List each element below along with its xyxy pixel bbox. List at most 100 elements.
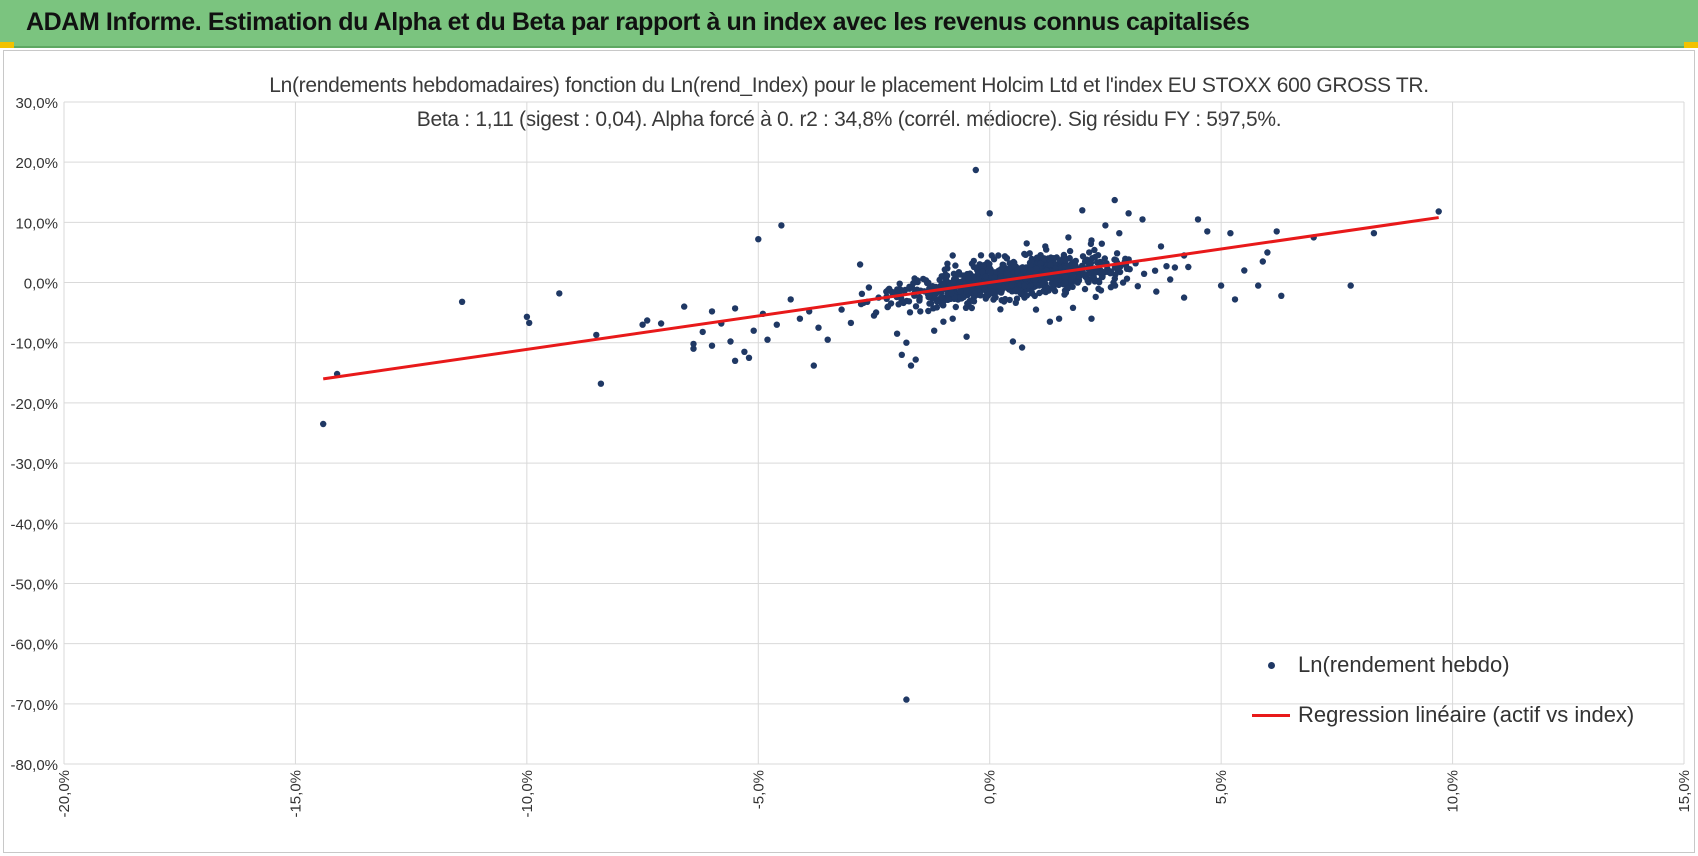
data-point <box>1151 267 1159 274</box>
y-tick-label: 30,0% <box>15 95 58 112</box>
legend-line-symbol <box>1250 713 1292 717</box>
data-point <box>1013 295 1021 302</box>
data-point <box>1092 253 1099 261</box>
data-point <box>815 324 822 331</box>
y-tick-label: -20,0% <box>10 396 58 413</box>
data-point <box>933 298 941 305</box>
data-point <box>917 308 924 315</box>
grid-lines <box>63 101 1685 765</box>
data-point <box>965 275 972 282</box>
data-point <box>639 321 646 328</box>
data-point <box>1180 294 1188 301</box>
legend-item-regression: Regression linéaire (actif vs index) <box>1250 690 1634 740</box>
data-point <box>988 252 995 259</box>
data-point <box>1085 270 1092 277</box>
data-point <box>1171 264 1179 271</box>
data-point <box>778 222 785 229</box>
data-points <box>320 166 1442 703</box>
data-point <box>926 292 933 299</box>
data-point <box>971 293 978 300</box>
data-point <box>905 298 913 305</box>
y-tick-label: -80,0% <box>10 757 58 774</box>
data-point <box>940 318 947 325</box>
data-point <box>708 308 716 315</box>
data-point <box>644 317 651 324</box>
data-point <box>970 257 977 265</box>
data-point <box>1062 273 1069 281</box>
data-point <box>1435 208 1442 215</box>
data-point <box>856 261 864 268</box>
data-point <box>1122 255 1129 262</box>
data-point <box>1012 286 1019 294</box>
data-point <box>907 362 915 369</box>
data-point <box>858 290 866 297</box>
data-point <box>977 252 985 259</box>
data-point <box>1079 207 1086 214</box>
data-point <box>898 351 905 358</box>
legend-item-points: Ln(rendement hebdo) <box>1250 640 1634 690</box>
data-point <box>320 420 327 428</box>
data-point <box>998 289 1005 296</box>
data-point <box>986 210 993 217</box>
data-point <box>1046 318 1054 325</box>
data-point <box>1273 228 1280 235</box>
data-point <box>1061 279 1069 286</box>
data-point <box>1040 255 1048 262</box>
x-tick-label: -10,0% <box>519 770 536 818</box>
data-point <box>1086 249 1093 256</box>
data-point <box>690 340 697 348</box>
data-point <box>1009 338 1017 345</box>
data-point <box>1102 222 1109 229</box>
data-point <box>1018 344 1026 351</box>
data-point <box>731 357 739 364</box>
data-point <box>1071 262 1079 269</box>
data-point <box>963 288 970 295</box>
data-point <box>906 285 913 292</box>
data-point <box>903 339 910 346</box>
data-point <box>1023 240 1030 247</box>
legend-label-points: Ln(rendement hebdo) <box>1298 652 1510 677</box>
data-point <box>960 272 967 279</box>
data-point <box>1069 272 1077 279</box>
data-point <box>1125 210 1132 217</box>
data-point <box>1027 262 1034 269</box>
data-point <box>1066 247 1074 255</box>
data-point <box>1089 275 1096 282</box>
data-point <box>1079 253 1087 260</box>
x-tick-label: 15,0% <box>1676 770 1693 813</box>
data-point <box>556 290 563 297</box>
data-point <box>526 319 533 327</box>
data-point <box>1194 216 1202 223</box>
regression-line-layer <box>322 216 1439 381</box>
data-point <box>1047 261 1054 269</box>
data-point <box>884 303 891 311</box>
data-point <box>1123 275 1131 282</box>
data-point <box>990 296 997 303</box>
data-point <box>990 289 997 296</box>
data-point <box>1043 267 1050 274</box>
data-point <box>927 300 935 307</box>
data-point <box>1241 267 1248 274</box>
y-tick-label: -40,0% <box>10 516 58 533</box>
data-point <box>1055 315 1063 322</box>
axis-tick-labels: 30,0% 20,0% 10,0% 0,0% -10,0% -20,0% -30,0% -40… <box>10 95 1693 818</box>
data-point <box>1085 259 1092 266</box>
data-point <box>1167 276 1174 283</box>
legend-label-regression: Regression linéaire (actif vs index) <box>1298 702 1635 727</box>
data-point <box>838 306 845 313</box>
x-tick-label: 5,0% <box>1213 770 1230 804</box>
data-point <box>977 292 984 299</box>
data-point <box>1134 283 1142 290</box>
data-point <box>972 166 979 174</box>
data-point <box>1112 257 1120 264</box>
data-point <box>731 305 739 312</box>
data-point <box>1061 291 1068 298</box>
data-point <box>1255 282 1262 289</box>
x-tick-label: -20,0% <box>56 770 73 818</box>
data-point <box>896 280 903 287</box>
data-point <box>1074 279 1081 286</box>
data-point <box>906 309 914 316</box>
data-point <box>952 262 959 269</box>
data-point <box>847 319 855 327</box>
